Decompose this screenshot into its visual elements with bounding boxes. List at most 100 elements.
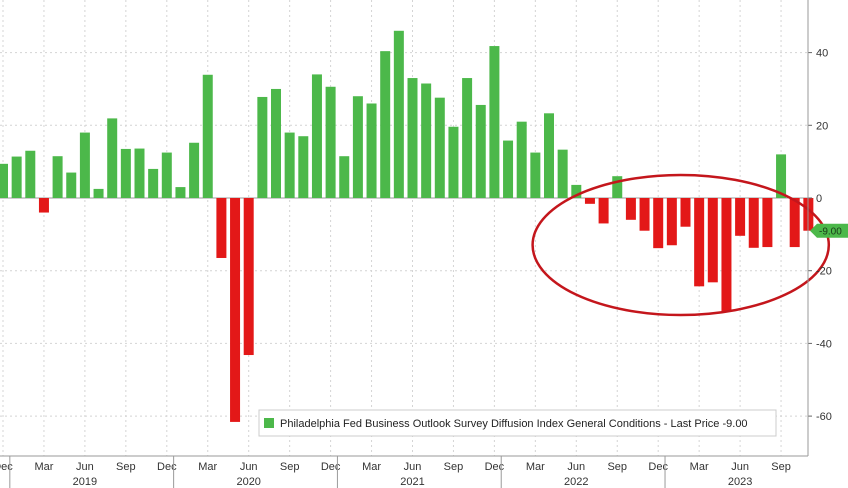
last-value-tag-shape: [810, 223, 848, 238]
bar: [612, 176, 623, 198]
bar: [148, 168, 159, 198]
bar: [503, 140, 514, 198]
annotation-layer: [531, 173, 831, 317]
bar: [776, 154, 787, 198]
bar: [789, 198, 800, 248]
x-tick-label: Jun: [404, 461, 422, 473]
bar: [516, 121, 527, 198]
bar: [257, 96, 268, 198]
bar: [243, 198, 254, 356]
x-tick-label: Sep: [116, 461, 136, 473]
x-tick-label: Sep: [607, 461, 627, 473]
y-tick-label: -40: [816, 338, 832, 350]
bar: [38, 198, 49, 213]
bar: [298, 136, 309, 198]
x-tick-label: Jun: [240, 461, 258, 473]
x-tick-label: Mar: [690, 461, 709, 473]
bar: [366, 103, 377, 198]
bar: [66, 172, 77, 198]
bar: [707, 198, 718, 283]
x-tick-label: Mar: [198, 461, 217, 473]
x-tick-label: Jun: [567, 461, 585, 473]
bar: [25, 150, 36, 198]
x-year-label: 2022: [564, 476, 588, 488]
bar: [544, 113, 554, 198]
x-tick-label: Mar: [34, 461, 53, 473]
x-year-label: 2021: [400, 476, 424, 488]
bar: [230, 198, 241, 422]
plot-area: [0, 0, 808, 456]
last-value-tag: -9.00: [810, 223, 848, 238]
bar: [11, 156, 22, 198]
bar: [407, 78, 418, 198]
bar: [421, 83, 432, 198]
x-tick-label: Mar: [526, 461, 545, 473]
bar: [352, 96, 363, 198]
bar: [107, 118, 118, 198]
bar: [571, 184, 582, 198]
bar: [735, 198, 746, 236]
bar: [680, 198, 691, 227]
bar: [161, 152, 172, 198]
bar: [448, 126, 459, 198]
bar: [721, 198, 732, 312]
bar: [530, 152, 541, 198]
bar: [93, 188, 104, 198]
bar: [639, 198, 650, 231]
bar: [462, 78, 473, 198]
y-tick-label: 20: [816, 120, 828, 132]
y-tick-label: 0: [816, 193, 822, 205]
bar: [666, 198, 677, 246]
x-year-label: 2023: [728, 476, 752, 488]
x-tick-label: Dec: [485, 461, 505, 473]
chart-legend: Philadelphia Fed Business Outlook Survey…: [258, 409, 777, 437]
x-tick-label: Sep: [444, 461, 464, 473]
bar: [694, 198, 705, 287]
y-tick-label: -20: [816, 266, 832, 278]
last-value-label: -9.00: [819, 227, 842, 238]
bar: [325, 86, 336, 198]
bar: [393, 30, 404, 198]
x-year-label: 2019: [73, 476, 97, 488]
highlight-ellipse: [531, 173, 831, 317]
bar: [271, 88, 281, 198]
x-tick-label: Sep: [280, 461, 300, 473]
bar: [0, 163, 8, 198]
bar: [120, 148, 131, 198]
y-tick-label: 40: [816, 48, 828, 60]
bar: [489, 46, 500, 199]
x-tick-label: Mar: [362, 461, 381, 473]
bar: [557, 149, 568, 198]
x-tick-label: Jun: [731, 461, 749, 473]
x-year-label: 2020: [236, 476, 260, 488]
bar: [311, 74, 322, 198]
bar: [79, 132, 90, 198]
x-tick-label: Dec: [648, 461, 668, 473]
legend-label: Philadelphia Fed Business Outlook Survey…: [280, 418, 748, 430]
bar: [52, 156, 63, 198]
bar: [653, 198, 664, 249]
bar: [134, 148, 145, 198]
legend-box: [258, 409, 777, 437]
bar: [202, 74, 213, 198]
x-tick-label: Dec: [321, 461, 341, 473]
bar: [584, 198, 595, 204]
x-tick-label: Dec: [0, 461, 13, 473]
x-tick-label: Dec: [157, 461, 177, 473]
bar: [189, 142, 200, 198]
bar: [762, 198, 773, 248]
x-tick-label: Sep: [771, 461, 791, 473]
gridlines: [0, 0, 808, 456]
bar: [598, 198, 609, 224]
bar: [284, 132, 295, 198]
bar: [748, 198, 759, 248]
legend-swatch: [264, 418, 274, 428]
bar: [625, 198, 636, 220]
bar-series: [0, 30, 814, 422]
bar: [475, 104, 486, 198]
x-tick-label: Jun: [76, 461, 94, 473]
bar: [434, 97, 445, 198]
bar: [175, 187, 186, 198]
